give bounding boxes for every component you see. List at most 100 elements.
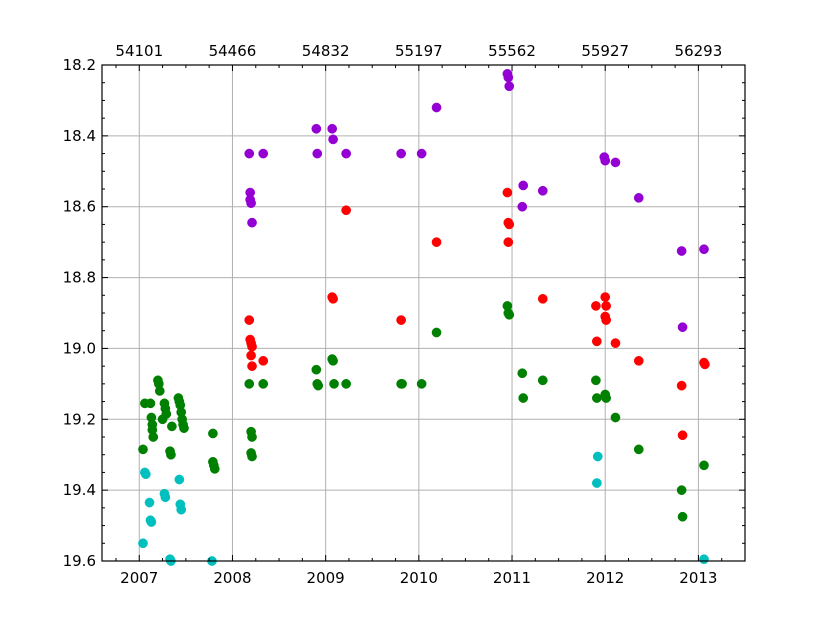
data-point bbox=[699, 554, 709, 565]
data-point bbox=[633, 193, 644, 203]
data-point bbox=[247, 432, 257, 442]
x-tick-label: 2012 bbox=[586, 569, 624, 587]
data-point bbox=[431, 102, 442, 113]
data-point bbox=[328, 293, 338, 304]
data-point bbox=[396, 315, 406, 325]
data-point bbox=[329, 379, 339, 389]
data-point bbox=[208, 428, 218, 439]
data-point bbox=[601, 315, 611, 325]
data-point bbox=[244, 379, 255, 389]
data-point bbox=[416, 148, 427, 159]
x-tick-label: 2007 bbox=[120, 569, 158, 587]
x-tick-label: 2008 bbox=[213, 569, 251, 587]
x-tick-label: 2011 bbox=[493, 569, 531, 587]
x-top-tick-label: 54466 bbox=[209, 42, 257, 60]
data-point bbox=[600, 155, 611, 166]
grid-lines bbox=[102, 65, 745, 561]
data-point bbox=[312, 148, 323, 159]
data-point bbox=[677, 511, 688, 522]
data-point bbox=[591, 375, 601, 386]
x-tick-label: 2009 bbox=[307, 569, 345, 587]
y-tick-label: 19.0 bbox=[63, 339, 96, 357]
data-point bbox=[502, 187, 513, 198]
data-point bbox=[148, 432, 159, 442]
axis-tick-labels: 2007 2008 2009 2010 2011 2012 2013 54101 54466 54… bbox=[63, 42, 723, 587]
y-tick-label: 19.6 bbox=[63, 552, 96, 570]
data-point bbox=[677, 322, 688, 333]
data-point bbox=[166, 449, 176, 460]
data-point bbox=[591, 336, 602, 347]
data-point bbox=[503, 72, 514, 83]
data-point bbox=[327, 123, 338, 134]
data-point bbox=[700, 359, 710, 370]
data-point bbox=[144, 497, 155, 508]
data-point bbox=[258, 355, 269, 366]
data-point bbox=[518, 180, 529, 191]
data-point bbox=[396, 148, 406, 159]
x-tick-label: 2010 bbox=[400, 569, 438, 587]
data-point bbox=[311, 364, 322, 375]
data-point bbox=[591, 393, 602, 403]
data-point bbox=[247, 217, 257, 228]
data-point bbox=[677, 430, 688, 441]
data-point bbox=[633, 444, 644, 455]
data-point bbox=[328, 134, 338, 145]
data-point bbox=[138, 444, 148, 455]
data-point bbox=[247, 341, 257, 352]
data-point bbox=[397, 379, 407, 389]
data-point bbox=[209, 464, 220, 474]
data-point bbox=[676, 246, 687, 256]
data-point bbox=[601, 301, 611, 311]
x-top-tick-label: 54101 bbox=[115, 42, 163, 60]
data-point bbox=[600, 292, 611, 302]
data-point bbox=[246, 198, 256, 209]
data-point bbox=[518, 393, 529, 403]
data-point bbox=[699, 460, 709, 471]
data-point bbox=[244, 315, 255, 325]
data-point bbox=[145, 398, 156, 409]
data-point bbox=[633, 355, 644, 366]
data-point bbox=[610, 412, 621, 423]
y-tick-label: 19.4 bbox=[63, 481, 96, 499]
data-point bbox=[247, 451, 257, 462]
data-point bbox=[154, 386, 165, 396]
plot-frame bbox=[101, 64, 746, 562]
data-point bbox=[537, 185, 548, 196]
data-point bbox=[138, 538, 148, 549]
data-point bbox=[341, 205, 352, 216]
y-tick-label: 18.6 bbox=[63, 198, 96, 216]
data-point bbox=[537, 375, 548, 386]
data-point bbox=[537, 293, 548, 304]
y-tick-label: 18.4 bbox=[63, 127, 96, 145]
x-tick-label: 2013 bbox=[679, 569, 717, 587]
data-point bbox=[179, 423, 189, 433]
data-point bbox=[341, 148, 352, 159]
data-point bbox=[146, 517, 157, 527]
data-point bbox=[699, 244, 709, 255]
data-point bbox=[328, 355, 338, 366]
y-tick-label: 19.2 bbox=[63, 410, 96, 428]
data-point bbox=[247, 361, 257, 371]
data-point bbox=[610, 338, 621, 348]
data-point bbox=[610, 157, 621, 168]
data-point bbox=[504, 309, 515, 320]
x-top-tick-label: 55197 bbox=[395, 42, 443, 60]
data-point bbox=[676, 485, 687, 495]
data-point bbox=[416, 379, 427, 389]
x-top-tick-label: 55927 bbox=[581, 42, 629, 60]
data-point bbox=[504, 219, 515, 230]
data-point bbox=[503, 237, 514, 247]
data-point bbox=[592, 451, 603, 462]
data-point bbox=[676, 380, 687, 391]
data-point bbox=[601, 393, 611, 403]
data-point bbox=[431, 327, 442, 338]
data-points bbox=[138, 69, 710, 566]
data-point bbox=[258, 379, 269, 389]
data-point bbox=[591, 478, 602, 488]
data-point bbox=[313, 380, 324, 391]
data-point bbox=[258, 148, 269, 159]
data-point bbox=[160, 492, 171, 503]
data-point bbox=[591, 301, 601, 311]
data-point bbox=[244, 148, 255, 159]
